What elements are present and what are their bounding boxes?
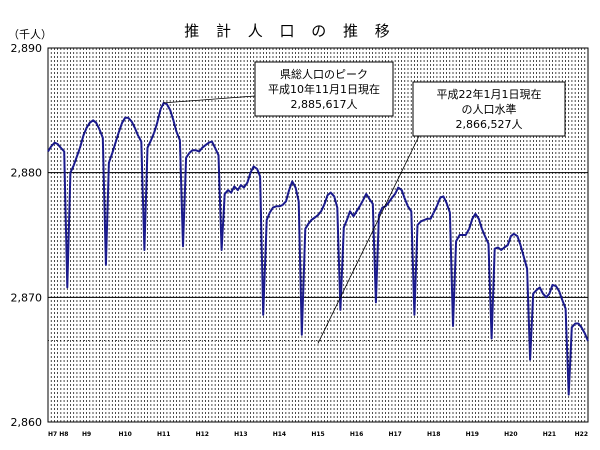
x-tick-label: H14 bbox=[273, 431, 286, 438]
grid bbox=[48, 48, 588, 422]
x-tick-label: H16 bbox=[350, 431, 363, 438]
y-unit-label: （千人） bbox=[8, 28, 52, 41]
annotation-leader bbox=[163, 95, 256, 104]
x-tick-label: H13 bbox=[234, 431, 247, 438]
x-tick-label: H7 H8 bbox=[48, 431, 68, 438]
series-group bbox=[47, 101, 589, 396]
x-tick-label: H18 bbox=[427, 431, 440, 438]
x-tick-label: H22 bbox=[575, 431, 588, 438]
x-axis: H7 H8 H9 H10 H11 H12 H13 H14 H15 H16 H17 H18 H19 H20… bbox=[48, 431, 588, 438]
x-tick-label: H12 bbox=[196, 431, 209, 438]
annotation-box bbox=[254, 61, 394, 117]
annotation-text: の人口水準 bbox=[462, 102, 517, 116]
x-tick-label: H21 bbox=[543, 431, 556, 438]
annotation-text: 平成22年1月1日現在 bbox=[437, 87, 542, 101]
x-tick-label: H17 bbox=[388, 431, 401, 438]
y-tick-label: 2,860 bbox=[11, 416, 43, 429]
x-tick-label: H15 bbox=[311, 431, 324, 438]
x-tick-label: H20 bbox=[504, 431, 517, 438]
x-tick-label: H11 bbox=[157, 431, 170, 438]
annotation-text: 2,866,527人 bbox=[456, 118, 523, 131]
y-tick-label: 2,870 bbox=[11, 291, 43, 304]
x-tick-label: H19 bbox=[466, 431, 479, 438]
series-line bbox=[47, 101, 589, 396]
annotation-box bbox=[412, 81, 566, 137]
annotation-text: 2,885,617人 bbox=[291, 98, 358, 111]
y-axis: 2,860 2,870 2,880 2,890 bbox=[11, 42, 43, 429]
y-tick-label: 2,880 bbox=[11, 167, 43, 180]
x-tick-label: H9 bbox=[82, 431, 91, 438]
annotation-text: 平成10年11月1日現在 bbox=[268, 82, 380, 96]
annotation-text: 県総人口のピーク bbox=[280, 67, 368, 81]
annotation-leader bbox=[317, 135, 420, 344]
annotations: 県総人口のピーク平成10年11月1日現在2,885,617人平成22年1月1日現… bbox=[163, 61, 566, 344]
y-tick-label: 2,890 bbox=[11, 42, 43, 55]
chart-title: 推 計 人 口 の 推 移 bbox=[184, 22, 396, 40]
x-tick-label: H10 bbox=[118, 431, 131, 438]
